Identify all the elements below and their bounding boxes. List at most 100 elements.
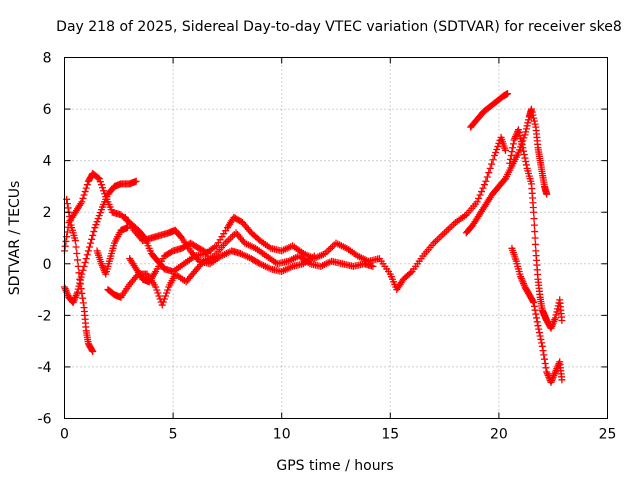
data-point (163, 289, 171, 297)
data-point (530, 298, 538, 306)
series-sat-f (126, 239, 212, 286)
x-tick-label: 10 (273, 427, 291, 443)
data-point (552, 311, 560, 319)
series-sat-i (467, 90, 512, 131)
data-point (531, 120, 539, 128)
y-tick-label: 0 (43, 257, 52, 273)
data-point (538, 342, 546, 350)
data-point (522, 158, 530, 166)
data-point (528, 108, 536, 116)
data-point (89, 347, 97, 355)
data-point (72, 243, 80, 251)
data-point (521, 131, 529, 139)
data-point (89, 231, 97, 239)
data-point (527, 105, 535, 113)
data-point (79, 294, 87, 302)
data-point (63, 200, 71, 208)
data-point (74, 285, 82, 293)
data-point (493, 145, 501, 153)
data-point (152, 283, 160, 291)
data-point (83, 251, 91, 259)
y-tick-label: -6 (38, 412, 52, 428)
data-point (492, 148, 500, 156)
data-point (473, 198, 481, 206)
data-point (517, 138, 525, 146)
data-point (88, 235, 96, 243)
data-point (483, 173, 491, 181)
data-point (486, 164, 494, 172)
data-point (522, 161, 530, 169)
data-point (87, 239, 95, 247)
data-point (480, 181, 488, 189)
data-point (132, 177, 140, 185)
data-point (100, 187, 108, 195)
data-point (310, 252, 318, 260)
series-sat-c (61, 177, 140, 306)
data-point (530, 221, 538, 229)
data-point (204, 249, 212, 257)
data-point (504, 90, 512, 98)
y-tick-label: 2 (43, 205, 52, 221)
data-point (540, 351, 548, 359)
data-point (158, 301, 166, 309)
data-point (91, 224, 99, 232)
data-point (491, 151, 499, 159)
y-tick-label: 6 (43, 102, 52, 118)
data-point (542, 364, 550, 372)
data-point (539, 347, 547, 355)
data-point (154, 289, 162, 297)
data-point (520, 151, 528, 159)
data-points (61, 90, 566, 386)
data-point (530, 114, 538, 122)
data-point (161, 292, 169, 300)
data-point (523, 122, 531, 130)
data-point (73, 249, 81, 257)
data-point (77, 273, 85, 281)
data-point (64, 204, 72, 212)
data-point (84, 247, 92, 255)
data-point (96, 178, 104, 186)
data-point (62, 237, 70, 245)
data-point (66, 217, 74, 225)
data-point (94, 215, 102, 223)
data-point (509, 140, 517, 148)
data-point (75, 282, 83, 290)
data-point (541, 355, 549, 363)
y-axis-label: SDTVAR / TECUs (7, 181, 23, 296)
data-point (530, 117, 538, 125)
data-point (518, 141, 526, 149)
data-point (536, 332, 544, 340)
data-point (514, 126, 522, 134)
data-point (202, 249, 210, 257)
data-point (543, 190, 551, 198)
data-point (532, 310, 540, 318)
data-point (506, 159, 514, 167)
data-point (522, 125, 530, 133)
x-tick-labels: 0 5 10 15 20 25 (60, 427, 616, 443)
data-point (530, 215, 538, 223)
data-point (482, 177, 490, 185)
data-point (508, 148, 516, 156)
data-point (79, 299, 87, 307)
data-point (164, 286, 172, 294)
data-point (534, 322, 542, 330)
data-point (71, 237, 79, 245)
data-point (95, 212, 103, 220)
data-point (159, 298, 167, 306)
plot-frame (64, 57, 608, 419)
data-point (96, 209, 104, 217)
data-point (81, 258, 89, 266)
data-point (533, 314, 541, 322)
data-point (78, 198, 86, 206)
data-point (82, 184, 90, 192)
data-point (476, 191, 484, 199)
data-point (63, 228, 71, 236)
data-point (79, 194, 87, 202)
data-point (369, 262, 377, 270)
data-point (488, 160, 496, 168)
x-tick-label: 25 (599, 427, 617, 443)
data-point (529, 297, 537, 305)
data-point (525, 116, 533, 124)
data-point (99, 184, 107, 192)
